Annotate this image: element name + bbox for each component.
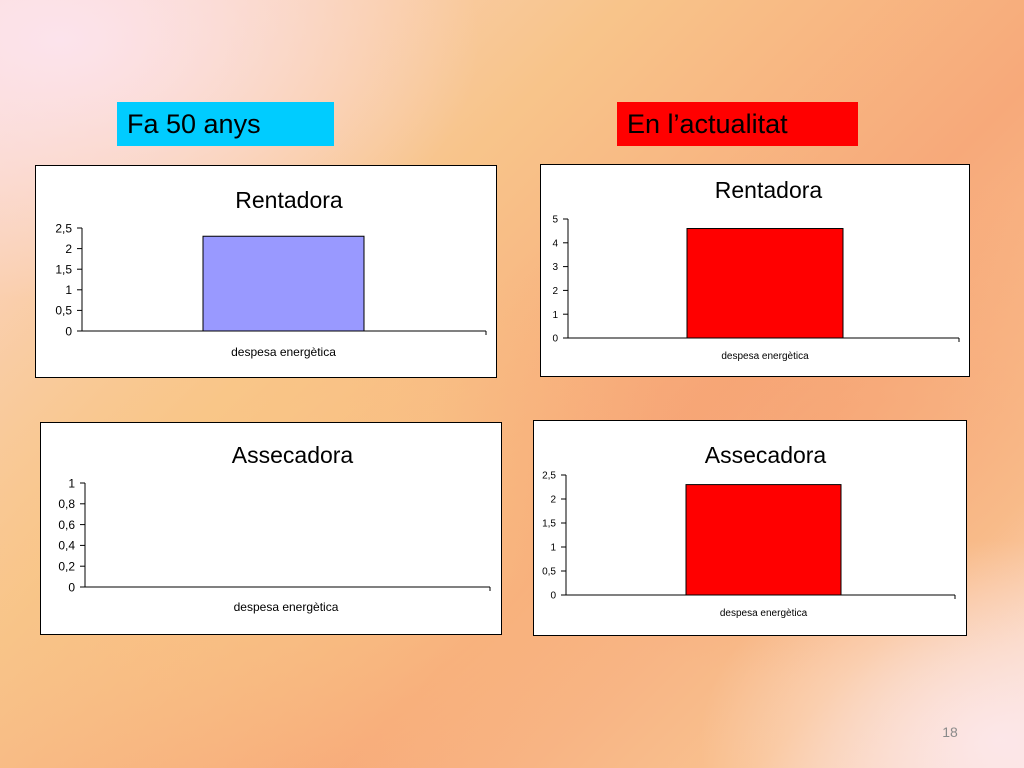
chart-rentadora-fa-50-anys: Rentadora 0 0,5 1 1,5 2 2,5 despesa energètica: [35, 165, 497, 378]
y-tick-label: 0: [550, 591, 556, 602]
y-tick-label: 4: [552, 238, 558, 249]
bar: [202, 235, 365, 332]
y-tick-label: 0,5: [542, 567, 556, 578]
x-category-label: despesa energètica: [231, 345, 336, 359]
chart-svg: Assecadora 0 0,2 0,4 0,6 0,8 1 despesa energèti…: [58, 442, 491, 614]
y-tick-label: 0: [65, 324, 72, 338]
slide-number: 18: [942, 724, 958, 740]
y-tick-label: 2,5: [55, 221, 72, 235]
y-tick-label: 0: [68, 580, 75, 594]
y-tick-label: 3: [552, 262, 558, 273]
y-tick-label: 1: [68, 476, 75, 490]
y-tick-label: 1: [550, 543, 556, 554]
x-category-label: despesa energètica: [234, 600, 339, 614]
x-category-label: despesa energètica: [720, 608, 808, 619]
y-tick-label: 2: [550, 495, 556, 506]
y-tick-label: 0,4: [58, 539, 75, 553]
y-tick-label: 0,6: [58, 518, 75, 532]
y-tick-label: 1,5: [55, 263, 72, 277]
chart-rentadora-actualitat: Rentadora 0 1 2 3 4 5 despesa energètica: [540, 164, 970, 377]
y-tick-label: 0,8: [58, 497, 75, 511]
chart-svg: Rentadora 0 0,5 1 1,5 2 2,5 despesa energètica: [55, 187, 487, 359]
y-tick-label: 0: [552, 334, 558, 345]
chart-title: Rentadora: [235, 187, 343, 213]
chart-svg: Assecadora 0 0,5 1 1,5 2 2,5 despesa energètica: [542, 442, 956, 619]
chart-title: Rentadora: [715, 177, 823, 203]
chart-assecadora-fa-50-anys: Assecadora 0 0,2 0,4 0,6 0,8 1 despesa energèti…: [40, 422, 502, 635]
chart-title: Assecadora: [232, 442, 354, 468]
chart-assecadora-actualitat: Assecadora 0 0,5 1 1,5 2 2,5 despesa energètica: [533, 420, 967, 636]
y-tick-label: 0,2: [58, 560, 75, 574]
label-fa-50-anys-text: Fa 50 anys: [127, 109, 261, 139]
x-category-label: despesa energètica: [721, 351, 809, 362]
y-tick-label: 1: [65, 283, 72, 297]
y-tick-label: 2: [552, 286, 558, 297]
y-tick-label: 1,5: [542, 519, 556, 530]
y-tick-label: 2: [65, 242, 72, 256]
bar: [685, 484, 842, 596]
chart-title: Assecadora: [705, 442, 827, 468]
y-tick-label: 1: [552, 310, 558, 321]
y-tick-label: 0,5: [55, 304, 72, 318]
bar: [686, 228, 844, 339]
label-en-lactualitat: En l’actualitat: [617, 102, 858, 146]
label-en-lactualitat-text: En l’actualitat: [627, 109, 788, 139]
chart-svg: Rentadora 0 1 2 3 4 5 despesa energètica: [552, 177, 960, 362]
label-fa-50-anys: Fa 50 anys: [117, 102, 334, 146]
y-tick-label: 5: [552, 215, 558, 226]
y-tick-label: 2,5: [542, 471, 556, 482]
